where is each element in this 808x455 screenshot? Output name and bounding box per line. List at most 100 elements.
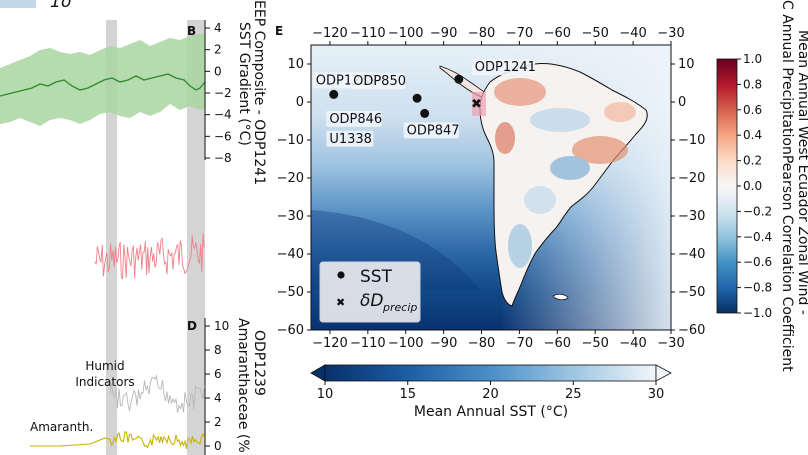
panel-e-map: E ✖ (275, 24, 705, 351)
panel-d-tick-label: 8 (214, 343, 222, 357)
map-frame (310, 44, 672, 331)
panel-b-tick-label: −2 (214, 86, 232, 100)
sst-colorbar-min-arrow (310, 364, 326, 382)
panel-b-tick-label: 0 (214, 64, 222, 78)
humid-label-line1: Humid (85, 359, 124, 373)
map-left-tick-label: −10 (277, 133, 304, 148)
map-top-tick-label: −30 (657, 26, 684, 41)
map-bottom-tick-label: −60 (544, 336, 571, 351)
falkland-islands (552, 293, 569, 301)
site-marker (412, 93, 422, 103)
corr-colorbar-bar (716, 58, 738, 314)
panel-b-ticks: 4 2 0 −2 −4 −6 −8 (205, 21, 232, 165)
panel-b-tick-label: 4 (214, 21, 222, 35)
map-top-tick-label: −50 (581, 26, 608, 41)
site-label-bg (471, 59, 536, 76)
corr-colorbar-tick-label: 0.8 (743, 77, 762, 91)
site-label: ODP846 (329, 112, 382, 127)
map-left-tick-label: 0 (296, 95, 304, 110)
corr-colorbar-tick-label: −0.4 (743, 230, 772, 244)
correlation-overlay (494, 78, 636, 268)
corr-colorbar-ticks: 1.0 0.8 0.6 0.4 0.2 0.0 −0.2 −0.4 −0.6 −0.8 −1.0 (737, 52, 772, 320)
map-right-tick-label: −60 (678, 323, 705, 338)
corr-colorbar: 1.0 0.8 0.6 0.4 0.2 0.0 −0.2 −0.4 −0.6 −0.8 −1.0 M… (716, 0, 808, 372)
panel-b-ylabel-line2: SST Gradient (°C) (236, 22, 252, 146)
map-right-tick-label: −50 (678, 285, 705, 300)
map-right-tick-label: −20 (678, 171, 705, 186)
left-panels: 1σ B 4 2 0 −2 −4 −6 −8 EEP Composite - ODP1241… (0, 0, 267, 455)
map-top-tick-label: −70 (506, 26, 533, 41)
legend-dd-marker: ✖ (336, 296, 345, 309)
panel-d-ylabel-line1: ODP1239 (251, 330, 267, 396)
map-right-tick-label: 0 (678, 95, 686, 110)
map-left-tick-label: −20 (277, 171, 304, 186)
site-label-bg (326, 130, 374, 147)
map-left-tick-label: −30 (277, 209, 304, 224)
map-left-tick-label: 10 (287, 57, 304, 72)
panel-d-amaranth-line (30, 431, 205, 450)
site-marker (420, 108, 430, 118)
corr-colorbar-tick-label: −0.6 (743, 255, 772, 269)
sst-colorbar-bar (324, 364, 657, 382)
site-label: ODP1241 (475, 60, 536, 75)
site-label-bg (403, 122, 459, 139)
site-label-bg (326, 110, 382, 127)
map-bottom-tick-label: −90 (430, 336, 457, 351)
map-right-tick-label: 10 (678, 57, 695, 72)
sst-colorbar-tick-label: 30 (648, 387, 665, 402)
panel-d-ylabel-line2: Amaranthaceae (% (235, 318, 251, 453)
map-right-tick-label: −40 (678, 247, 705, 262)
highlight-band-2 (187, 20, 205, 455)
highlight-band-1 (106, 20, 117, 455)
map-left-tick-label: −40 (277, 247, 304, 262)
map-top-tick-label: −80 (468, 26, 495, 41)
sst-colorbar-tick-label: 15 (399, 387, 416, 402)
panel-b-tick-label: −4 (214, 108, 232, 122)
panel-d-ticks: 10 8 6 4 2 0 (205, 319, 229, 453)
corr-colorbar-tick-label: −0.2 (743, 204, 772, 218)
dd-site-marker: ✖ (471, 97, 482, 112)
sst-colorbar-max-arrow (655, 364, 672, 382)
panel-d-tick-label: 4 (214, 391, 222, 405)
panel-b-tick-label: −8 (214, 151, 232, 165)
corr-colorbar-label-line2: C Annual PrecipitationPearson Correlatio… (779, 0, 795, 372)
map-top-tick-label: −60 (544, 26, 571, 41)
panel-b-uncertainty-band (0, 34, 205, 126)
corr-colorbar-tick-label: 0.6 (743, 103, 762, 117)
sst-colorbar-tick-label: 20 (482, 387, 499, 402)
map-right-tick-label: −30 (678, 209, 705, 224)
panel-d-humid-line (109, 374, 205, 413)
map-legend: SST ✖ δD precip (319, 261, 421, 323)
panel-b-mean-line (0, 73, 206, 97)
map-right-tick-label: −10 (678, 133, 705, 148)
panel-d-letter: D (187, 319, 197, 333)
site-label: U1338 (329, 132, 372, 147)
west-ecuador-region (472, 92, 486, 116)
panel-d-tick-label: 6 (214, 367, 222, 381)
map-left-tick-label: −60 (277, 323, 304, 338)
site-label: ODP847 (407, 123, 460, 138)
map-bottom-tick-label: −120 (312, 336, 348, 351)
site-marker (454, 74, 464, 84)
map-ticks: −120−120−110−110−100−100−90−90−80−80−70−… (277, 26, 706, 351)
map-top-tick-label: −90 (430, 26, 457, 41)
legend-sst-marker (337, 271, 345, 279)
panel-b-tick-label: 2 (214, 43, 222, 57)
legend-dd-label: δD (360, 291, 384, 311)
amaranth-label: Amaranth. (30, 420, 93, 434)
corr-colorbar-tick-label: 1.0 (743, 52, 762, 66)
corr-colorbar-label-line1: Mean Annual West Ecuador Zonal Wind - (795, 30, 808, 315)
legend-label: 1σ (50, 0, 73, 12)
panel-d-tick-label: 10 (214, 319, 229, 333)
sst-colorbar-label: Mean Annual SST (°C) (414, 404, 568, 420)
panel-b-tick-label: −6 (214, 129, 232, 143)
map-top-tick-label: −40 (619, 26, 646, 41)
site-label: ODP850 (353, 74, 406, 89)
map-bottom-tick-label: −110 (350, 336, 386, 351)
sst-colorbar-tick-label: 10 (317, 387, 334, 402)
panel-d-tick-label: 2 (214, 415, 222, 429)
panel-b-letter: B (187, 24, 196, 38)
map-bottom-tick-label: −100 (388, 336, 424, 351)
